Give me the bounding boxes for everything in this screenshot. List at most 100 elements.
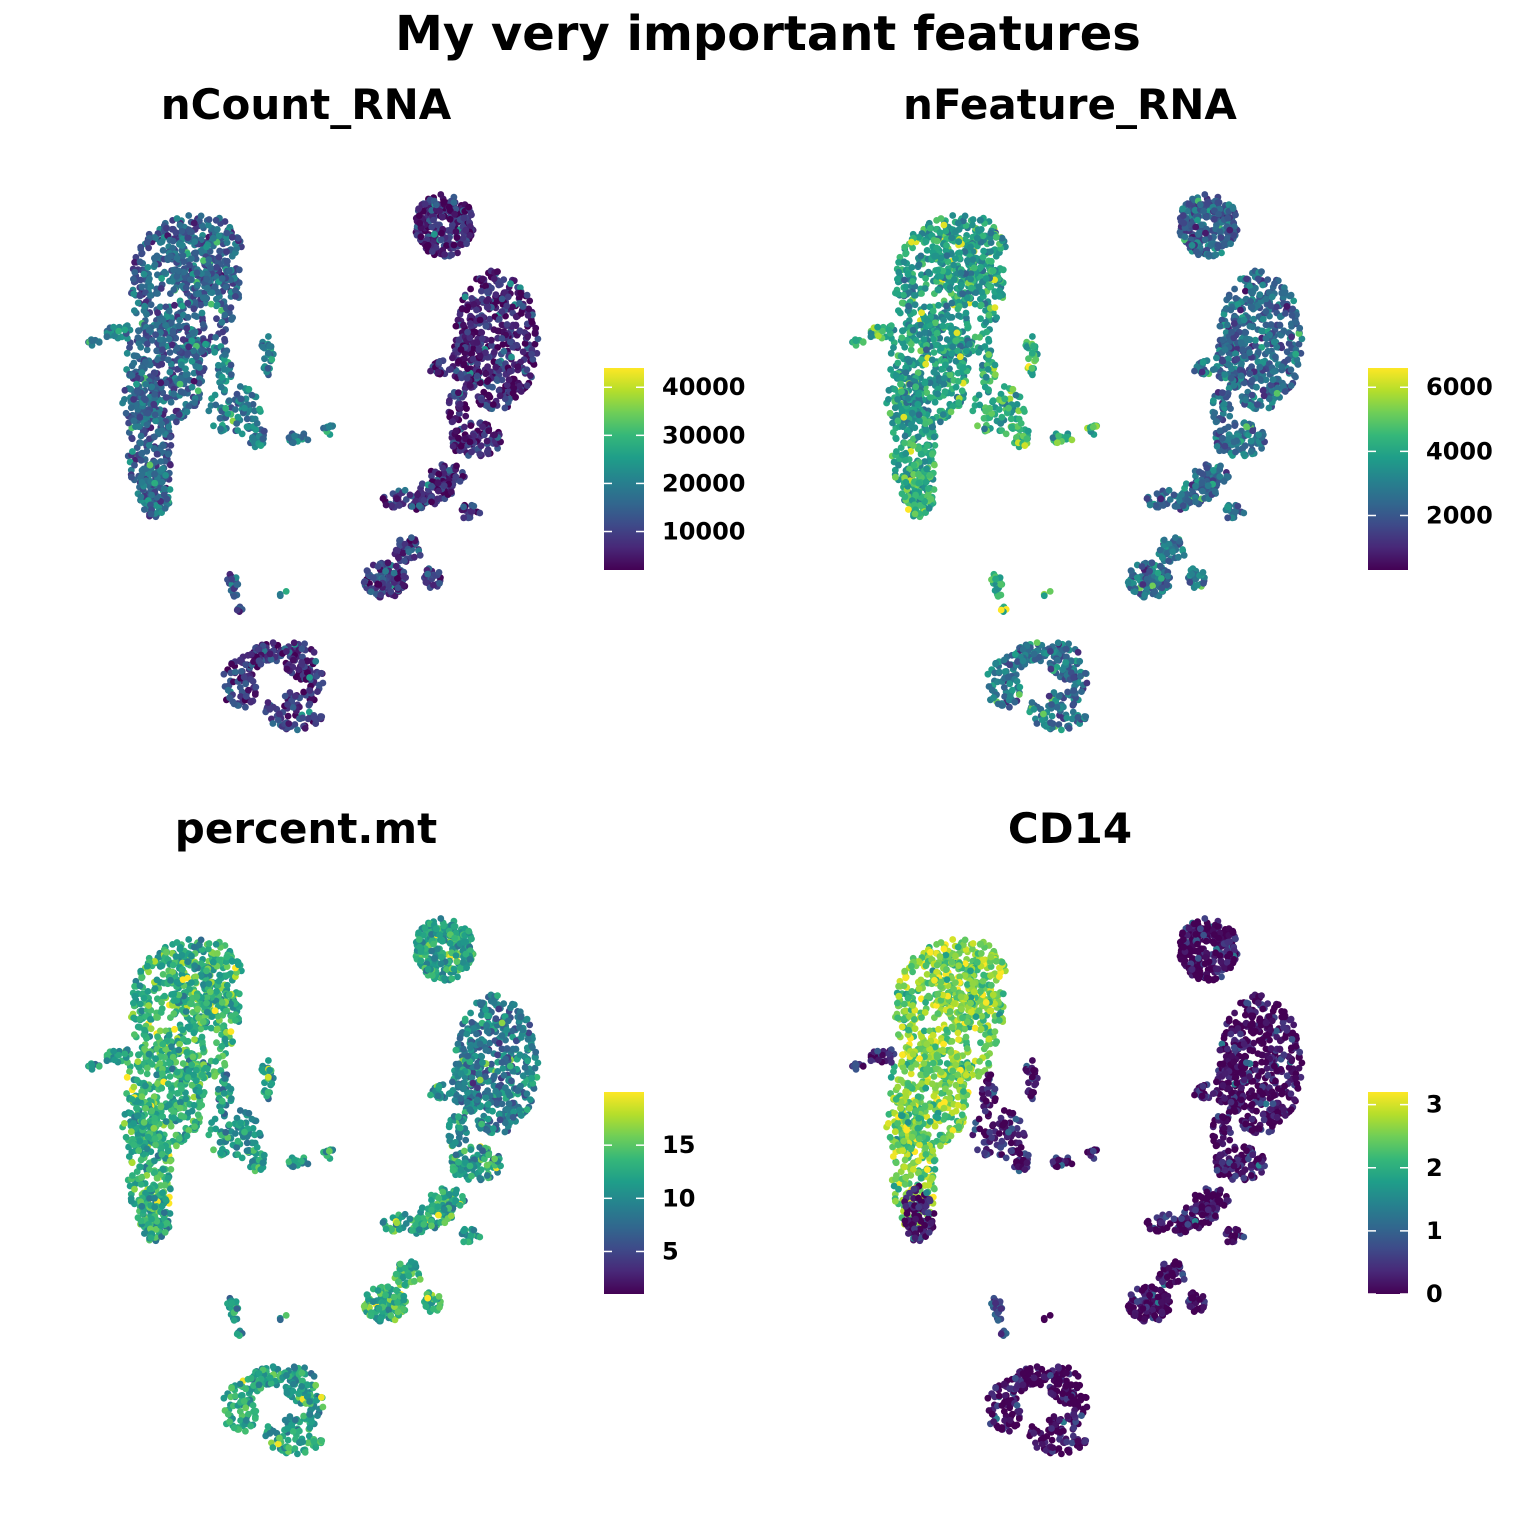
- cell-point: [146, 435, 153, 443]
- cell-point: [974, 422, 981, 430]
- cell-point: [985, 351, 993, 358]
- cell-point: [276, 710, 283, 718]
- cell-point: [1292, 319, 1300, 326]
- cell-point: [489, 401, 497, 408]
- cell-point: [975, 348, 982, 356]
- cell-point: [176, 316, 184, 324]
- cell-point: [941, 374, 948, 382]
- cell-point: [169, 237, 177, 245]
- cell-point: [1230, 232, 1238, 239]
- cell-point: [505, 376, 513, 384]
- cell-point: [127, 404, 135, 412]
- cell-point: [997, 420, 1005, 427]
- cell-point: [231, 668, 239, 676]
- cell-point: [482, 282, 489, 290]
- cell-point: [303, 657, 311, 665]
- cell-point: [169, 329, 177, 337]
- cell-point: [982, 373, 990, 381]
- cell-point: [1179, 212, 1187, 220]
- cell-point: [527, 372, 534, 379]
- cell-point: [923, 465, 930, 473]
- cell-point: [1292, 350, 1300, 358]
- cell-point: [295, 666, 302, 673]
- cell-point: [509, 389, 517, 397]
- cell-point: [164, 356, 172, 364]
- cell-point: [981, 383, 989, 391]
- cell-point: [1040, 592, 1048, 600]
- cell-point: [217, 425, 224, 433]
- cell-point: [1223, 234, 1231, 242]
- cell-point: [1287, 291, 1295, 299]
- cell-point: [905, 302, 912, 310]
- cell-point: [923, 247, 931, 254]
- cell-point: [196, 364, 203, 371]
- cell-point: [462, 226, 470, 234]
- cell-point: [1200, 207, 1207, 215]
- cell-point: [457, 240, 464, 248]
- cell-point: [915, 234, 923, 241]
- cell-point: [415, 205, 422, 213]
- cell-point: [186, 261, 194, 269]
- cell-point: [939, 267, 947, 275]
- cell-point: [306, 700, 314, 708]
- cell-point: [240, 673, 248, 681]
- cell-point: [498, 335, 506, 342]
- cell-point: [199, 294, 207, 302]
- cell-point: [933, 341, 940, 349]
- cell-point: [923, 389, 931, 397]
- cell-point: [987, 239, 995, 247]
- cell-point: [463, 374, 471, 382]
- cell-point: [402, 496, 410, 503]
- cell-point: [894, 359, 902, 367]
- cell-point: [147, 292, 154, 299]
- cell-point: [137, 456, 145, 464]
- cell-point: [972, 289, 980, 296]
- cell-point: [406, 491, 414, 499]
- cell-point: [175, 322, 183, 330]
- cell-point: [435, 487, 442, 495]
- cell-point: [954, 305, 962, 313]
- cell-point: [145, 442, 153, 449]
- cell-point: [172, 334, 180, 342]
- cell-point: [895, 268, 903, 276]
- cell-point: [502, 312, 509, 320]
- cell-point: [436, 580, 443, 587]
- cell-point: [931, 461, 938, 469]
- cell-point: [1181, 233, 1189, 241]
- cell-point: [194, 281, 202, 289]
- cell-point: [998, 413, 1006, 421]
- cell-point: [933, 237, 941, 245]
- cell-point: [134, 334, 142, 341]
- cell-point: [186, 276, 194, 283]
- cell-point: [387, 588, 395, 595]
- cell-point: [885, 386, 893, 394]
- cell-point: [427, 367, 434, 375]
- cell-point: [1278, 363, 1286, 370]
- cell-point: [484, 403, 492, 410]
- cell-point: [452, 228, 460, 236]
- cell-point: [476, 316, 484, 324]
- cell-point: [987, 257, 995, 265]
- cell-point: [161, 505, 169, 512]
- cell-point: [1212, 251, 1220, 259]
- cell-point: [989, 267, 997, 275]
- cell-point: [494, 268, 501, 275]
- cell-point: [449, 443, 457, 450]
- cell-point: [1021, 442, 1029, 449]
- cell-point: [893, 448, 900, 455]
- cell-point: [190, 219, 198, 227]
- cell-point: [947, 408, 955, 416]
- cell-point: [130, 417, 138, 425]
- cell-point: [318, 713, 326, 721]
- cell-point: [1005, 404, 1012, 412]
- cell-point: [479, 275, 486, 283]
- cell-point: [153, 450, 161, 458]
- cell-point: [395, 554, 402, 562]
- cell-point: [440, 198, 447, 206]
- cell-point: [460, 214, 468, 222]
- cell-point: [512, 321, 520, 329]
- cell-point: [213, 301, 221, 309]
- cell-point: [998, 234, 1006, 242]
- cell-point: [435, 470, 443, 478]
- cell-point: [922, 238, 930, 246]
